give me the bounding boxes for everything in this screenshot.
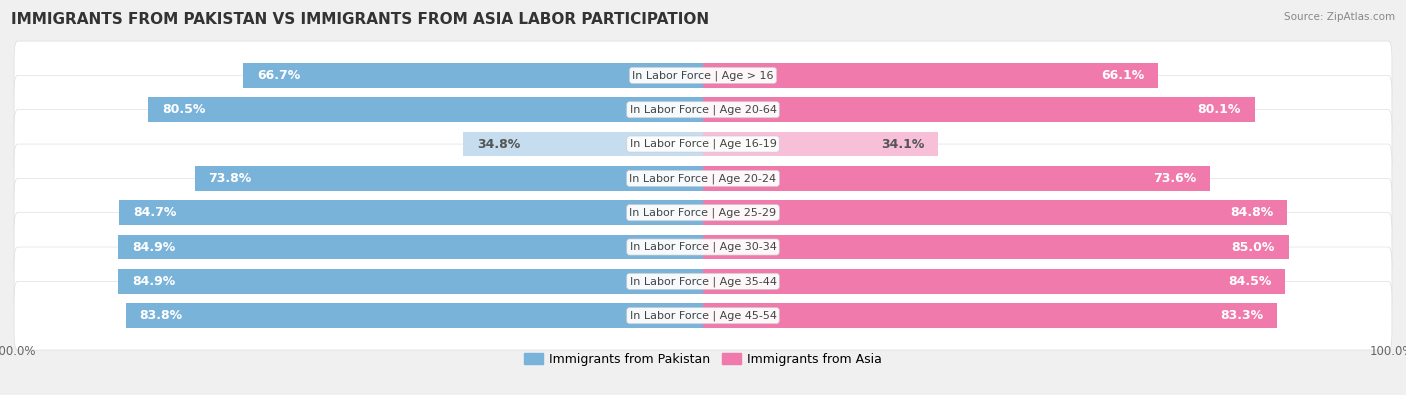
Text: In Labor Force | Age 20-64: In Labor Force | Age 20-64 — [630, 104, 776, 115]
Text: Source: ZipAtlas.com: Source: ZipAtlas.com — [1284, 12, 1395, 22]
FancyBboxPatch shape — [14, 281, 1392, 350]
Bar — [703, 269, 1285, 294]
Bar — [703, 132, 938, 156]
FancyBboxPatch shape — [14, 75, 1392, 144]
Bar — [703, 63, 1159, 88]
Bar — [125, 303, 703, 328]
Bar — [703, 200, 1288, 225]
FancyBboxPatch shape — [14, 247, 1392, 316]
FancyBboxPatch shape — [14, 179, 1392, 247]
Text: 83.8%: 83.8% — [139, 309, 183, 322]
Bar — [120, 200, 703, 225]
Text: 80.5%: 80.5% — [162, 103, 205, 116]
Text: 84.8%: 84.8% — [1230, 206, 1274, 219]
Text: In Labor Force | Age 45-54: In Labor Force | Age 45-54 — [630, 310, 776, 321]
Text: 66.7%: 66.7% — [257, 69, 301, 82]
Bar — [463, 132, 703, 156]
FancyBboxPatch shape — [14, 213, 1392, 281]
Text: 84.7%: 84.7% — [134, 206, 177, 219]
Bar — [149, 97, 703, 122]
FancyBboxPatch shape — [14, 41, 1392, 110]
Text: In Labor Force | Age 35-44: In Labor Force | Age 35-44 — [630, 276, 776, 287]
Text: In Labor Force | Age > 16: In Labor Force | Age > 16 — [633, 70, 773, 81]
Text: 80.1%: 80.1% — [1198, 103, 1241, 116]
FancyBboxPatch shape — [14, 110, 1392, 179]
Text: 73.8%: 73.8% — [208, 172, 252, 185]
Text: 73.6%: 73.6% — [1153, 172, 1197, 185]
Text: 85.0%: 85.0% — [1232, 241, 1275, 254]
Text: IMMIGRANTS FROM PAKISTAN VS IMMIGRANTS FROM ASIA LABOR PARTICIPATION: IMMIGRANTS FROM PAKISTAN VS IMMIGRANTS F… — [11, 12, 710, 27]
Bar — [703, 97, 1254, 122]
Bar — [703, 235, 1289, 260]
Bar — [243, 63, 703, 88]
Text: In Labor Force | Age 20-24: In Labor Force | Age 20-24 — [630, 173, 776, 184]
Bar — [703, 166, 1211, 191]
Text: 83.3%: 83.3% — [1220, 309, 1263, 322]
Bar — [118, 269, 703, 294]
Text: 34.8%: 34.8% — [477, 137, 520, 150]
Text: 84.9%: 84.9% — [132, 275, 176, 288]
Legend: Immigrants from Pakistan, Immigrants from Asia: Immigrants from Pakistan, Immigrants fro… — [519, 348, 887, 371]
Bar — [118, 235, 703, 260]
Text: 34.1%: 34.1% — [880, 137, 924, 150]
Text: In Labor Force | Age 30-34: In Labor Force | Age 30-34 — [630, 242, 776, 252]
Text: In Labor Force | Age 25-29: In Labor Force | Age 25-29 — [630, 207, 776, 218]
Text: 84.5%: 84.5% — [1227, 275, 1271, 288]
Text: In Labor Force | Age 16-19: In Labor Force | Age 16-19 — [630, 139, 776, 149]
Bar — [703, 303, 1277, 328]
Text: 84.9%: 84.9% — [132, 241, 176, 254]
Bar — [194, 166, 703, 191]
FancyBboxPatch shape — [14, 144, 1392, 213]
Text: 66.1%: 66.1% — [1101, 69, 1144, 82]
